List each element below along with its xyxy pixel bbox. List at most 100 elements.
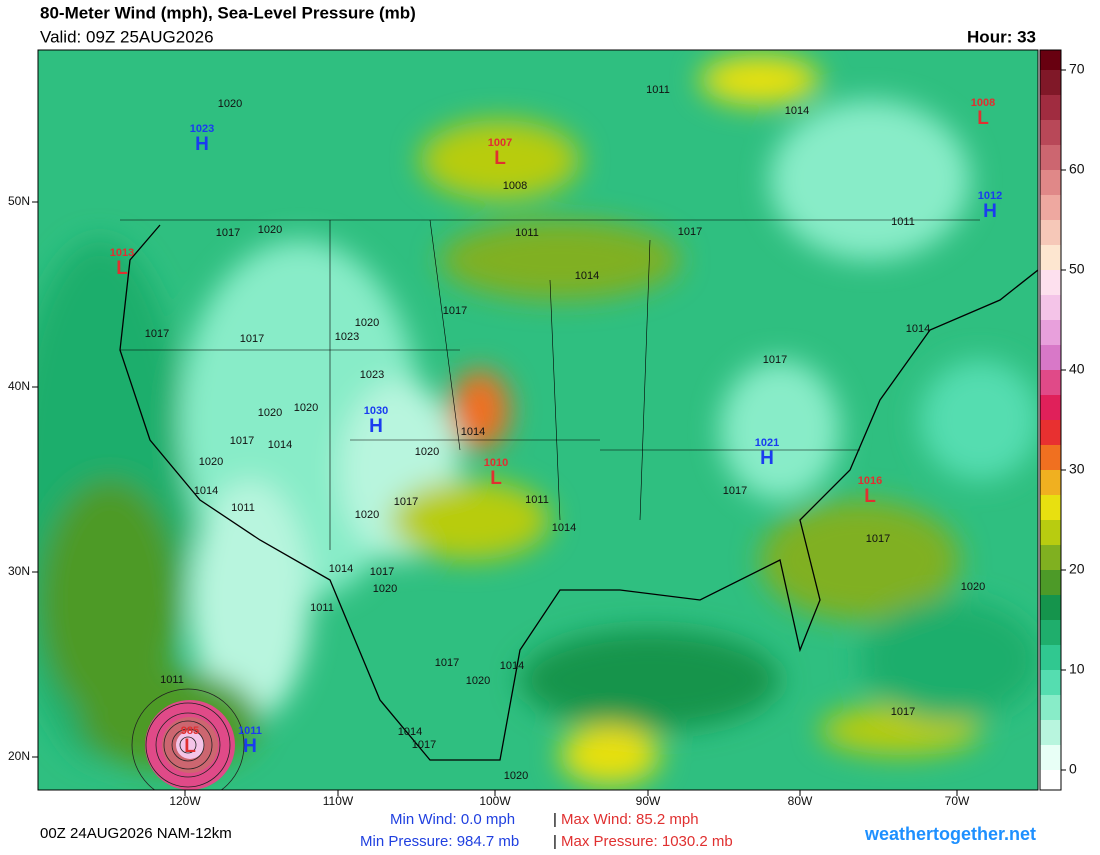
colorbar-bin xyxy=(1040,320,1061,345)
isobar-label: 1014 xyxy=(785,105,809,117)
isobar-label: 1023 xyxy=(360,369,384,381)
colorbar-bin xyxy=(1040,545,1061,570)
isobar-label: 1008 xyxy=(503,180,527,192)
colorbar-bin xyxy=(1040,220,1061,245)
isobar-label: 1017 xyxy=(723,485,747,497)
colorbar-bin xyxy=(1040,195,1061,220)
center-value: 1011 xyxy=(238,725,262,737)
isobar-label: 1014 xyxy=(552,522,576,534)
center-letter: H xyxy=(195,134,209,155)
colorbar-bin xyxy=(1040,520,1061,545)
run-info: 00Z 24AUG2026 NAM-12km xyxy=(40,825,232,842)
isobar-label: 1011 xyxy=(646,84,670,96)
isobar-label: 1014 xyxy=(329,563,353,575)
valid-time: Valid: 09Z 25AUG2026 xyxy=(40,27,214,46)
isobar-label: 1023 xyxy=(335,331,359,343)
isobar-label: 1020 xyxy=(466,675,490,687)
min-wind: Min Wind: 0.0 mph xyxy=(390,811,515,828)
center-letter: H xyxy=(760,448,774,469)
center-letter: H xyxy=(983,201,997,222)
colorbar-bin xyxy=(1040,145,1061,170)
min-pressure: Min Pressure: 984.7 mb xyxy=(360,833,519,850)
center-value: 1021 xyxy=(755,437,779,449)
lat-label: 50N xyxy=(8,194,30,208)
center-value: 1012 xyxy=(978,190,1002,202)
colorbar-label: 70 xyxy=(1069,61,1085,77)
isobar-label: 1017 xyxy=(891,706,915,718)
center-value: 1030 xyxy=(364,405,388,417)
isobar-label: 1011 xyxy=(310,602,334,614)
colorbar-bin xyxy=(1040,645,1061,670)
colorbar-bin xyxy=(1040,345,1061,370)
lat-label: 40N xyxy=(8,379,30,393)
isobar-label: 1017 xyxy=(145,328,169,340)
colorbar-bin xyxy=(1040,50,1061,70)
isobar-label: 1014 xyxy=(500,660,524,672)
isobar-label: 1020 xyxy=(258,224,282,236)
isobar-label: 1014 xyxy=(461,426,485,438)
colorbar-bin xyxy=(1040,495,1061,520)
colorbar-label: 10 xyxy=(1069,661,1085,677)
storm-isobars xyxy=(131,688,245,790)
isobar-label: 1020 xyxy=(294,402,318,414)
colorbar-bin xyxy=(1040,770,1061,790)
isobar-label: 1014 xyxy=(194,485,218,497)
site-link[interactable]: weathertogether.net xyxy=(864,824,1036,844)
max-wind: Max Wind: 85.2 mph xyxy=(561,811,699,828)
center-letter: L xyxy=(977,108,989,129)
colorbar-bin xyxy=(1040,95,1061,120)
isobar-label: 1017 xyxy=(678,226,702,238)
isobar-label: 1020 xyxy=(258,407,282,419)
colorbar-bin xyxy=(1040,120,1061,145)
colorbar-label: 20 xyxy=(1069,561,1085,577)
isobar-label: 1020 xyxy=(373,583,397,595)
isobar-label: 1020 xyxy=(355,317,379,329)
colorbar-bin xyxy=(1040,295,1061,320)
colorbar-bin xyxy=(1040,70,1061,95)
forecast-hour: Hour: 33 xyxy=(967,27,1036,46)
isobar-label: 1017 xyxy=(443,305,467,317)
lon-label: 70W xyxy=(945,794,970,808)
center-value: 1016 xyxy=(858,475,882,487)
isobar-label: 1014 xyxy=(575,270,599,282)
isobar-label: 1011 xyxy=(231,502,255,514)
isobar-label: 1020 xyxy=(218,98,242,110)
colorbar-frame xyxy=(1039,49,1062,791)
wind-shading xyxy=(38,55,1038,785)
isobar-label: 1017 xyxy=(240,333,264,345)
isobar-label: 1017 xyxy=(435,657,459,669)
title: 80-Meter Wind (mph), Sea-Level Pressure … xyxy=(40,3,416,22)
isobar-label: 1017 xyxy=(763,354,787,366)
isobar-label: 1017 xyxy=(394,496,418,508)
isobar-label: 1011 xyxy=(525,494,549,506)
map-frame xyxy=(37,49,1039,791)
colorbar-bin xyxy=(1040,470,1061,495)
center-letter: L xyxy=(494,148,506,169)
lat-label: 20N xyxy=(8,749,30,763)
map-field xyxy=(38,50,1038,790)
isobar-label: 1014 xyxy=(268,439,292,451)
colorbar-bin xyxy=(1040,620,1061,645)
isobar-label: 1017 xyxy=(230,435,254,447)
isobar-label: 1014 xyxy=(398,726,422,738)
center-letter: L xyxy=(490,468,502,489)
colorbar-label: 0 xyxy=(1069,761,1077,777)
colorbar-bin xyxy=(1040,670,1061,695)
center-letter: L xyxy=(184,736,196,757)
max-pressure: Max Pressure: 1030.2 mb xyxy=(561,833,733,850)
isobar-label: 1014 xyxy=(906,323,930,335)
center-value: 1008 xyxy=(971,97,995,109)
isobar-label: 1020 xyxy=(504,770,528,782)
colorbar-bin xyxy=(1040,595,1061,620)
isobar-label: 1017 xyxy=(412,739,436,751)
lon-label: 100W xyxy=(479,794,511,808)
colorbar-bin xyxy=(1040,420,1061,445)
lon-label: 90W xyxy=(636,794,661,808)
isobar-label: 1020 xyxy=(355,509,379,521)
center-letter: L xyxy=(864,486,876,507)
center-value: 1023 xyxy=(190,123,214,135)
isobar-label: 1020 xyxy=(961,581,985,593)
center-letter: H xyxy=(369,416,383,437)
